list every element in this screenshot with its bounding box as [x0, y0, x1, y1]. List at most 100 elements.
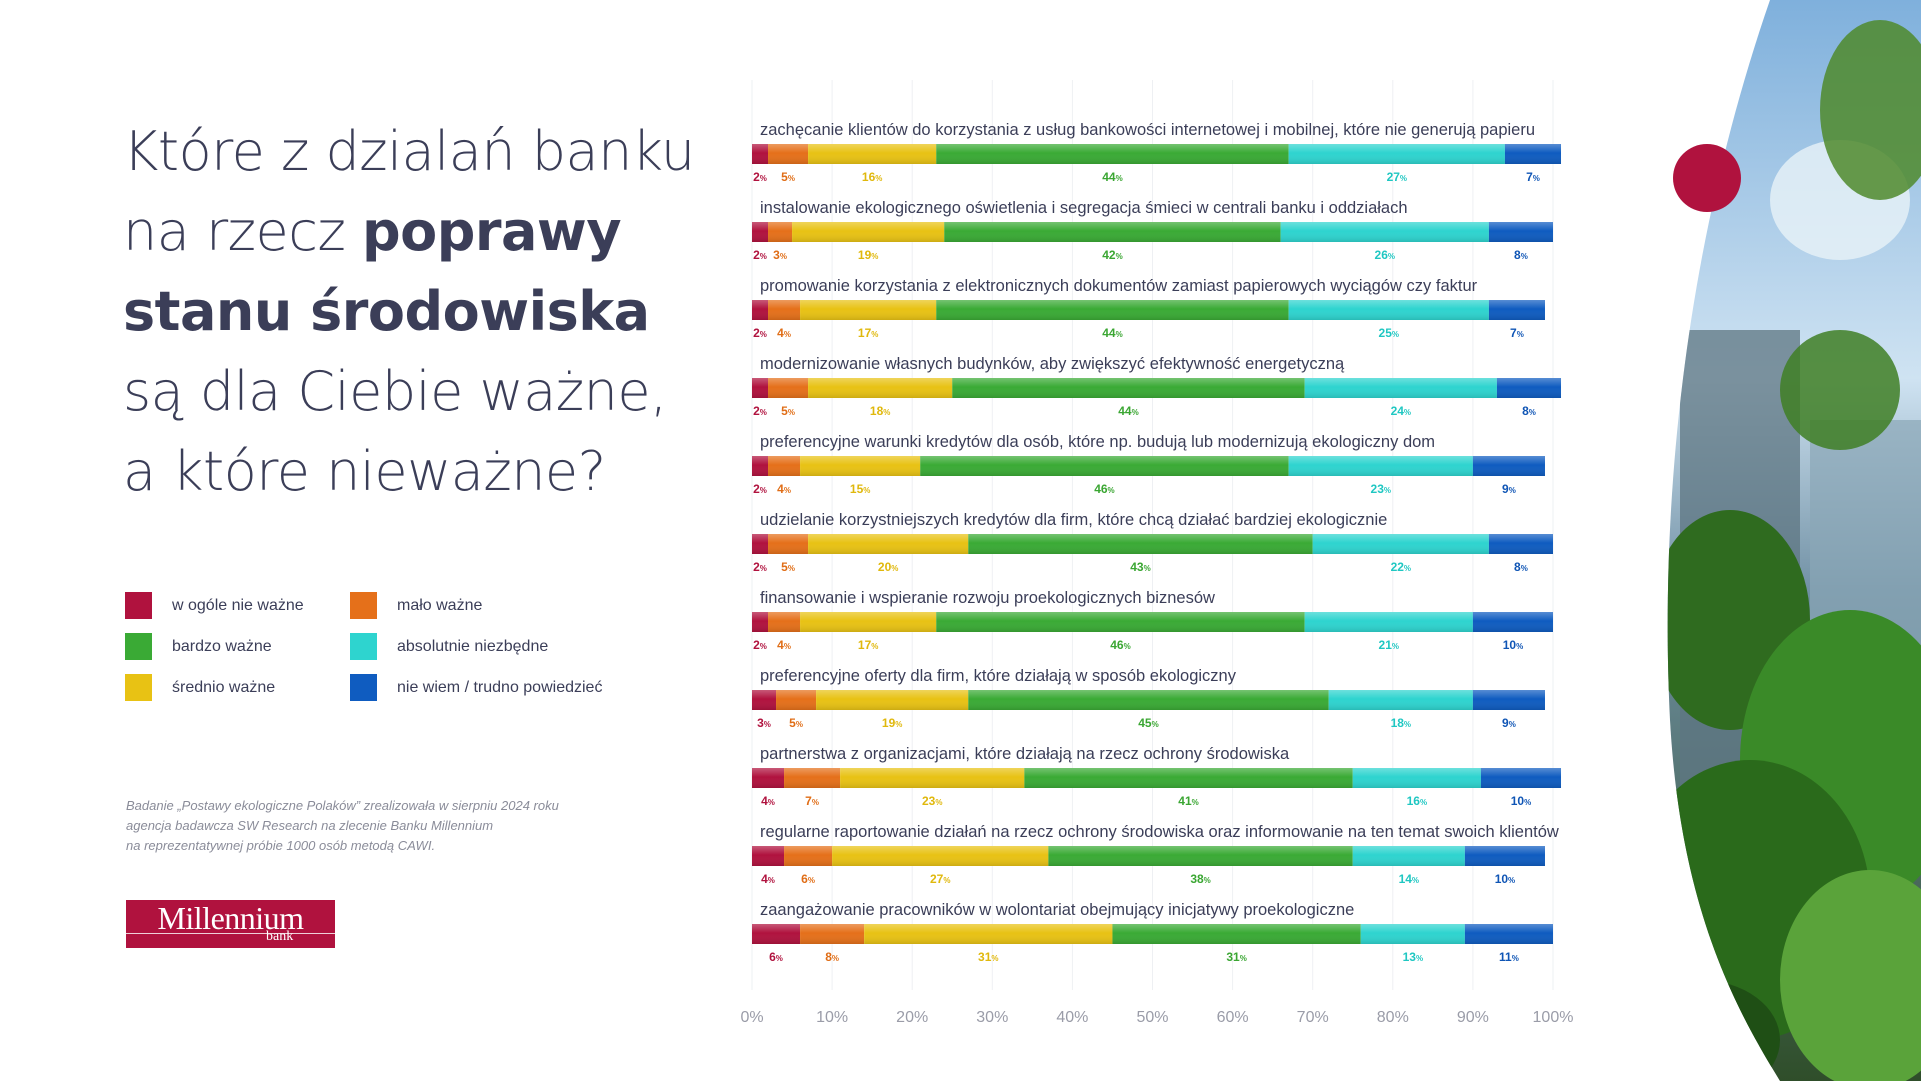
bar-segment-shade	[968, 690, 1329, 710]
bar-segment-shade	[1464, 846, 1545, 866]
data-label: 10%	[1503, 638, 1523, 652]
data-label: 8%	[1514, 248, 1528, 262]
bar-segment-shade	[864, 924, 1113, 944]
legend-swatch	[125, 633, 152, 660]
data-label: 10%	[1495, 872, 1515, 886]
chart-row: finansowanie i wspieranie rozwoju proeko…	[752, 589, 1553, 652]
data-label: 44%	[1118, 404, 1138, 418]
logo-sub: bank	[266, 929, 294, 944]
bar-segment-shade	[816, 690, 969, 710]
data-label: 3%	[757, 716, 771, 730]
bar-segment-shade	[1288, 300, 1489, 320]
bar-segment-shade	[752, 144, 769, 164]
bar-segment-shade	[1304, 612, 1473, 632]
legend-item-absolutnie-niezbedne: absolutnie niezbędne	[350, 633, 650, 660]
category-label: zaangażowanie pracowników w wolontariat …	[760, 901, 1354, 919]
legend-label: mało ważne	[397, 596, 483, 614]
data-label: 7%	[1510, 326, 1524, 340]
bar-segment-shade	[840, 768, 1025, 788]
data-label: 42%	[1102, 248, 1122, 262]
logo-name: Millennium	[157, 900, 304, 936]
category-label: regularne raportowanie działań na rzecz …	[760, 823, 1559, 841]
legend-label: w ogóle nie ważne	[172, 596, 304, 614]
forest-building-photo	[1667, 0, 1921, 1081]
legend-swatch	[350, 674, 377, 701]
data-label: 4%	[777, 482, 791, 496]
data-label: 26%	[1375, 248, 1395, 262]
bar-segment-shade	[936, 612, 1305, 632]
survey-note-line-3: na reprezentatywnej próbie 1000 osób met…	[126, 838, 436, 853]
bar-segment-shade	[752, 300, 769, 320]
data-label: 38%	[1190, 872, 1210, 886]
legend-label: nie wiem / trudno powiedzieć	[397, 678, 603, 696]
title-line-2a: na rzecz	[123, 200, 362, 263]
bar-segment-shade	[752, 378, 769, 398]
legend-swatch	[125, 674, 152, 701]
data-label: 18%	[870, 404, 890, 418]
bar-segment-shade	[768, 222, 793, 242]
millennium-bank-logo: Millennium bank	[126, 900, 335, 948]
bar-segment-shade	[808, 378, 953, 398]
category-label: promowanie korzystania z elektronicznych…	[760, 277, 1478, 295]
data-label: 6%	[769, 950, 783, 964]
bar-segment-shade	[1472, 690, 1545, 710]
chart-row: udzielanie korzystniejszych kredytów dla…	[752, 511, 1553, 574]
legend-item-nie-wiem: nie wiem / trudno powiedzieć	[350, 674, 650, 701]
bar-segment-shade	[1488, 534, 1553, 554]
bar-segment-shade	[1312, 534, 1489, 554]
survey-note: Badanie „Postawy ekologiczne Polaków” zr…	[126, 796, 686, 856]
category-label: zachęcanie klientów do korzystania z usł…	[760, 121, 1535, 139]
legend-item-srednio-wazne: średnio ważne	[125, 674, 350, 701]
stacked-bar-chart: zachęcanie klientów do korzystania z usł…	[740, 80, 1573, 1026]
legend-item-w-ogole-nie-wazne: w ogóle nie ważne	[125, 592, 350, 619]
category-label: modernizowanie własnych budynków, aby zw…	[760, 355, 1345, 373]
data-label: 8%	[1522, 404, 1536, 418]
bar-segment-shade	[968, 534, 1313, 554]
survey-note-line-2: agencja badawcza SW Research na zlecenie…	[126, 818, 494, 833]
bar-segment-shade	[1048, 846, 1353, 866]
bar-segment-shade	[944, 222, 1281, 242]
x-tick-label: 80%	[1377, 1009, 1409, 1026]
chart-rows: zachęcanie klientów do korzystania z usł…	[752, 121, 1562, 964]
bar-segment-shade	[784, 768, 841, 788]
bar-segment-shade	[768, 534, 809, 554]
bar-segment-shade	[1488, 300, 1545, 320]
bar-segment-shade	[832, 846, 1049, 866]
category-label: preferencyjne oferty dla firm, które dzi…	[760, 667, 1237, 685]
data-label: 2%	[753, 482, 767, 496]
survey-note-line-1: Badanie „Postawy ekologiczne Polaków” zr…	[126, 798, 559, 813]
bar-segment-shade	[768, 300, 801, 320]
data-label: 4%	[761, 872, 775, 886]
data-label: 22%	[1391, 560, 1411, 574]
legend-swatch	[350, 592, 377, 619]
bar-segment-shade	[752, 222, 769, 242]
bar-segment-shade	[1504, 144, 1562, 164]
data-label: 4%	[777, 326, 791, 340]
chart-row: zaangażowanie pracowników w wolontariat …	[752, 901, 1553, 964]
data-label: 10%	[1511, 794, 1531, 808]
data-label: 16%	[1407, 794, 1427, 808]
category-label: udzielanie korzystniejszych kredytów dla…	[760, 511, 1387, 529]
data-label: 7%	[1526, 170, 1540, 184]
legend-label: średnio ważne	[172, 678, 276, 696]
bar-segment-shade	[752, 690, 777, 710]
data-label: 16%	[862, 170, 882, 184]
title-line-4: są dla Ciebie ważne,	[123, 360, 667, 423]
data-label: 25%	[1379, 326, 1399, 340]
bar-segment-shade	[1464, 924, 1553, 944]
data-label: 46%	[1094, 482, 1114, 496]
category-label: partnerstwa z organizacjami, które dział…	[760, 745, 1290, 763]
chart-row: zachęcanie klientów do korzystania z usł…	[752, 121, 1562, 184]
bar-segment-shade	[1352, 768, 1481, 788]
data-label: 23%	[1371, 482, 1391, 496]
legend-item-malo-wazne: mało ważne	[350, 592, 650, 619]
bar-segment-shade	[800, 456, 921, 476]
bar-segment-shade	[752, 924, 801, 944]
data-label: 2%	[753, 248, 767, 262]
title-line-2b: poprawy	[361, 200, 622, 263]
bar-segment-shade	[920, 456, 1289, 476]
data-label: 13%	[1403, 950, 1423, 964]
category-label: instalowanie ekologicznego oświetlenia i…	[760, 199, 1408, 217]
x-tick-label: 70%	[1297, 1009, 1329, 1026]
chart-row: modernizowanie własnych budynków, aby zw…	[752, 355, 1562, 418]
